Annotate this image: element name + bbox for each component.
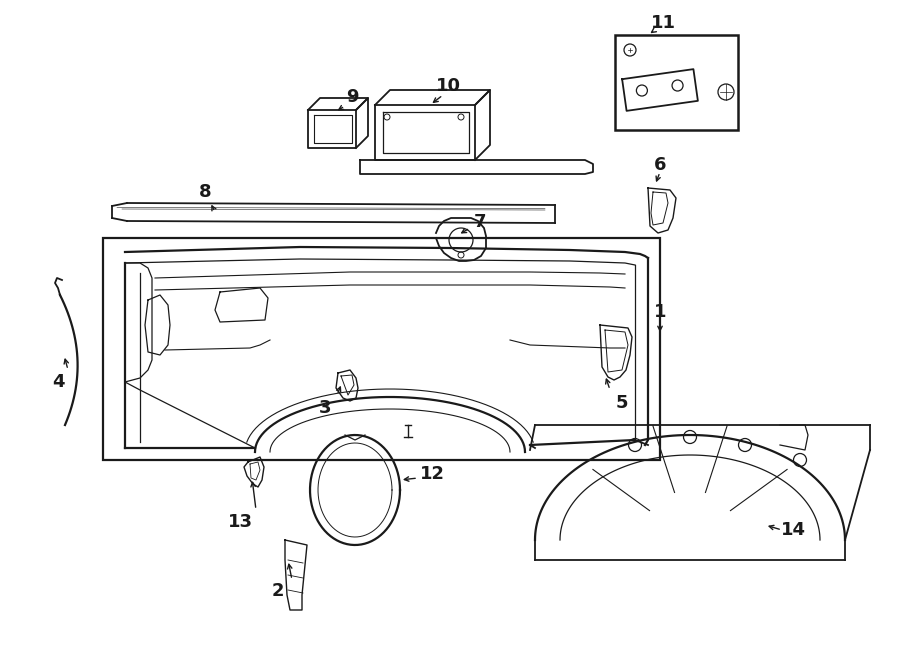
- Text: 4: 4: [52, 373, 64, 391]
- Text: 12: 12: [419, 465, 445, 483]
- Bar: [615, 35, 738, 130]
- Text: 3: 3: [319, 399, 331, 417]
- Text: 6: 6: [653, 156, 666, 174]
- Text: 7: 7: [473, 213, 486, 231]
- Text: 1: 1: [653, 303, 666, 321]
- Text: 11: 11: [651, 14, 676, 32]
- Text: 14: 14: [780, 521, 806, 539]
- Text: 13: 13: [228, 513, 253, 531]
- Text: 9: 9: [346, 88, 358, 106]
- Bar: [103, 238, 660, 460]
- Text: 2: 2: [272, 582, 284, 600]
- Text: 5: 5: [616, 394, 628, 412]
- Text: 10: 10: [436, 77, 461, 95]
- Text: 8: 8: [199, 183, 212, 201]
